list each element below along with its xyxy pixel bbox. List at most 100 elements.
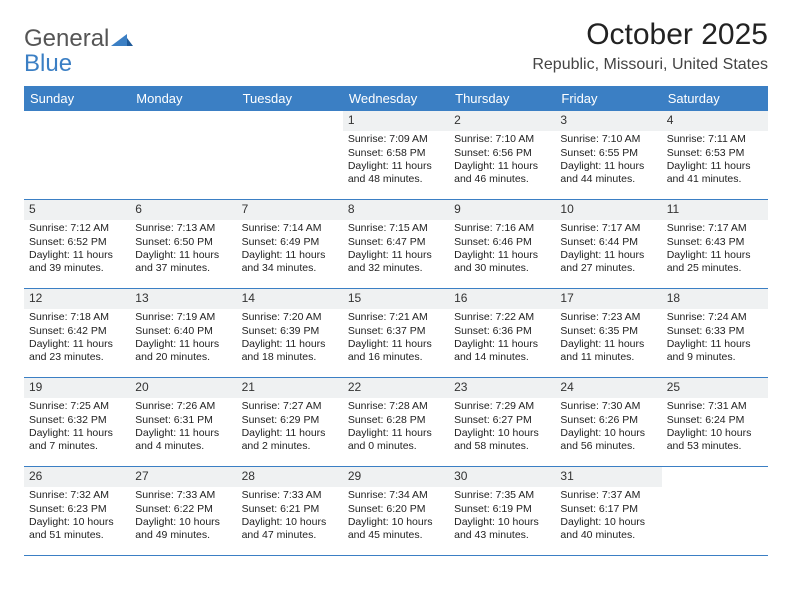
cell-content: Sunrise: 7:15 AMSunset: 6:47 PMDaylight:…	[343, 222, 449, 279]
calendar-cell	[24, 111, 130, 199]
sunset-text: Sunset: 6:23 PM	[29, 503, 125, 516]
daylight-text: Daylight: 11 hours and 37 minutes.	[135, 249, 231, 275]
sunset-text: Sunset: 6:40 PM	[135, 325, 231, 338]
sunset-text: Sunset: 6:27 PM	[454, 414, 550, 427]
cell-content: Sunrise: 7:21 AMSunset: 6:37 PMDaylight:…	[343, 311, 449, 368]
calendar-cell: 5Sunrise: 7:12 AMSunset: 6:52 PMDaylight…	[24, 200, 130, 288]
daylight-text: Daylight: 11 hours and 18 minutes.	[242, 338, 338, 364]
cell-content: Sunrise: 7:26 AMSunset: 6:31 PMDaylight:…	[130, 400, 236, 457]
sunrise-text: Sunrise: 7:37 AM	[560, 489, 656, 502]
sunrise-text: Sunrise: 7:17 AM	[560, 222, 656, 235]
logo-text-general: General	[24, 25, 109, 52]
daylight-text: Daylight: 11 hours and 20 minutes.	[135, 338, 231, 364]
calendar-cell: 6Sunrise: 7:13 AMSunset: 6:50 PMDaylight…	[130, 200, 236, 288]
calendar-cell: 29Sunrise: 7:34 AMSunset: 6:20 PMDayligh…	[343, 467, 449, 555]
daylight-text: Daylight: 10 hours and 51 minutes.	[29, 516, 125, 542]
cell-content: Sunrise: 7:25 AMSunset: 6:32 PMDaylight:…	[24, 400, 130, 457]
sunset-text: Sunset: 6:20 PM	[348, 503, 444, 516]
daylight-text: Daylight: 11 hours and 23 minutes.	[29, 338, 125, 364]
day-number: 18	[662, 289, 768, 309]
cell-content: Sunrise: 7:17 AMSunset: 6:44 PMDaylight:…	[555, 222, 661, 279]
sunset-text: Sunset: 6:50 PM	[135, 236, 231, 249]
sunset-text: Sunset: 6:42 PM	[29, 325, 125, 338]
cell-content: Sunrise: 7:11 AMSunset: 6:53 PMDaylight:…	[662, 133, 768, 190]
sunrise-text: Sunrise: 7:30 AM	[560, 400, 656, 413]
day-number: 14	[237, 289, 343, 309]
daylight-text: Daylight: 11 hours and 27 minutes.	[560, 249, 656, 275]
day-number: 1	[343, 111, 449, 131]
calendar-cell: 1Sunrise: 7:09 AMSunset: 6:58 PMDaylight…	[343, 111, 449, 199]
sunset-text: Sunset: 6:49 PM	[242, 236, 338, 249]
sunset-text: Sunset: 6:28 PM	[348, 414, 444, 427]
day-number: 25	[662, 378, 768, 398]
sunrise-text: Sunrise: 7:25 AM	[29, 400, 125, 413]
daylight-text: Daylight: 10 hours and 40 minutes.	[560, 516, 656, 542]
day-header-friday: Friday	[555, 86, 661, 111]
logo: General Blue	[24, 18, 133, 76]
sunset-text: Sunset: 6:46 PM	[454, 236, 550, 249]
calendar-cell: 15Sunrise: 7:21 AMSunset: 6:37 PMDayligh…	[343, 289, 449, 377]
day-header-row: Sunday Monday Tuesday Wednesday Thursday…	[24, 86, 768, 111]
daylight-text: Daylight: 11 hours and 46 minutes.	[454, 160, 550, 186]
calendar-cell: 21Sunrise: 7:27 AMSunset: 6:29 PMDayligh…	[237, 378, 343, 466]
cell-content: Sunrise: 7:09 AMSunset: 6:58 PMDaylight:…	[343, 133, 449, 190]
sunset-text: Sunset: 6:47 PM	[348, 236, 444, 249]
page-title: October 2025	[532, 18, 768, 52]
sunrise-text: Sunrise: 7:34 AM	[348, 489, 444, 502]
day-number: 22	[343, 378, 449, 398]
calendar-cell: 12Sunrise: 7:18 AMSunset: 6:42 PMDayligh…	[24, 289, 130, 377]
sunset-text: Sunset: 6:35 PM	[560, 325, 656, 338]
sunrise-text: Sunrise: 7:28 AM	[348, 400, 444, 413]
daylight-text: Daylight: 10 hours and 56 minutes.	[560, 427, 656, 453]
sunrise-text: Sunrise: 7:14 AM	[242, 222, 338, 235]
sunset-text: Sunset: 6:37 PM	[348, 325, 444, 338]
sunset-text: Sunset: 6:24 PM	[667, 414, 763, 427]
day-number: 27	[130, 467, 236, 487]
cell-content: Sunrise: 7:16 AMSunset: 6:46 PMDaylight:…	[449, 222, 555, 279]
calendar-cell: 7Sunrise: 7:14 AMSunset: 6:49 PMDaylight…	[237, 200, 343, 288]
sunrise-text: Sunrise: 7:35 AM	[454, 489, 550, 502]
calendar-week: 12Sunrise: 7:18 AMSunset: 6:42 PMDayligh…	[24, 289, 768, 378]
daylight-text: Daylight: 11 hours and 14 minutes.	[454, 338, 550, 364]
day-header-thursday: Thursday	[449, 86, 555, 111]
header: General Blue October 2025 Republic, Miss…	[24, 18, 768, 76]
sunrise-text: Sunrise: 7:20 AM	[242, 311, 338, 324]
day-number: 13	[130, 289, 236, 309]
calendar-cell: 4Sunrise: 7:11 AMSunset: 6:53 PMDaylight…	[662, 111, 768, 199]
sunrise-text: Sunrise: 7:13 AM	[135, 222, 231, 235]
cell-content: Sunrise: 7:18 AMSunset: 6:42 PMDaylight:…	[24, 311, 130, 368]
calendar-cell: 14Sunrise: 7:20 AMSunset: 6:39 PMDayligh…	[237, 289, 343, 377]
daylight-text: Daylight: 11 hours and 34 minutes.	[242, 249, 338, 275]
calendar-week: 19Sunrise: 7:25 AMSunset: 6:32 PMDayligh…	[24, 378, 768, 467]
sunrise-text: Sunrise: 7:16 AM	[454, 222, 550, 235]
daylight-text: Daylight: 11 hours and 4 minutes.	[135, 427, 231, 453]
calendar-cell	[130, 111, 236, 199]
day-number: 11	[662, 200, 768, 220]
daylight-text: Daylight: 11 hours and 9 minutes.	[667, 338, 763, 364]
cell-content: Sunrise: 7:34 AMSunset: 6:20 PMDaylight:…	[343, 489, 449, 546]
calendar-cell	[662, 467, 768, 555]
cell-content: Sunrise: 7:24 AMSunset: 6:33 PMDaylight:…	[662, 311, 768, 368]
daylight-text: Daylight: 10 hours and 47 minutes.	[242, 516, 338, 542]
calendar-cell: 31Sunrise: 7:37 AMSunset: 6:17 PMDayligh…	[555, 467, 661, 555]
sunrise-text: Sunrise: 7:09 AM	[348, 133, 444, 146]
daylight-text: Daylight: 11 hours and 39 minutes.	[29, 249, 125, 275]
calendar-cell: 2Sunrise: 7:10 AMSunset: 6:56 PMDaylight…	[449, 111, 555, 199]
sunrise-text: Sunrise: 7:29 AM	[454, 400, 550, 413]
day-number: 4	[662, 111, 768, 131]
day-number: 30	[449, 467, 555, 487]
sunrise-text: Sunrise: 7:23 AM	[560, 311, 656, 324]
weeks-container: 1Sunrise: 7:09 AMSunset: 6:58 PMDaylight…	[24, 111, 768, 556]
daylight-text: Daylight: 11 hours and 32 minutes.	[348, 249, 444, 275]
sunrise-text: Sunrise: 7:33 AM	[242, 489, 338, 502]
day-number: 16	[449, 289, 555, 309]
daylight-text: Daylight: 10 hours and 43 minutes.	[454, 516, 550, 542]
calendar-cell: 28Sunrise: 7:33 AMSunset: 6:21 PMDayligh…	[237, 467, 343, 555]
calendar-cell: 9Sunrise: 7:16 AMSunset: 6:46 PMDaylight…	[449, 200, 555, 288]
calendar: Sunday Monday Tuesday Wednesday Thursday…	[24, 86, 768, 556]
sunrise-text: Sunrise: 7:15 AM	[348, 222, 444, 235]
calendar-cell: 3Sunrise: 7:10 AMSunset: 6:55 PMDaylight…	[555, 111, 661, 199]
calendar-cell: 20Sunrise: 7:26 AMSunset: 6:31 PMDayligh…	[130, 378, 236, 466]
cell-content: Sunrise: 7:37 AMSunset: 6:17 PMDaylight:…	[555, 489, 661, 546]
sunrise-text: Sunrise: 7:33 AM	[135, 489, 231, 502]
